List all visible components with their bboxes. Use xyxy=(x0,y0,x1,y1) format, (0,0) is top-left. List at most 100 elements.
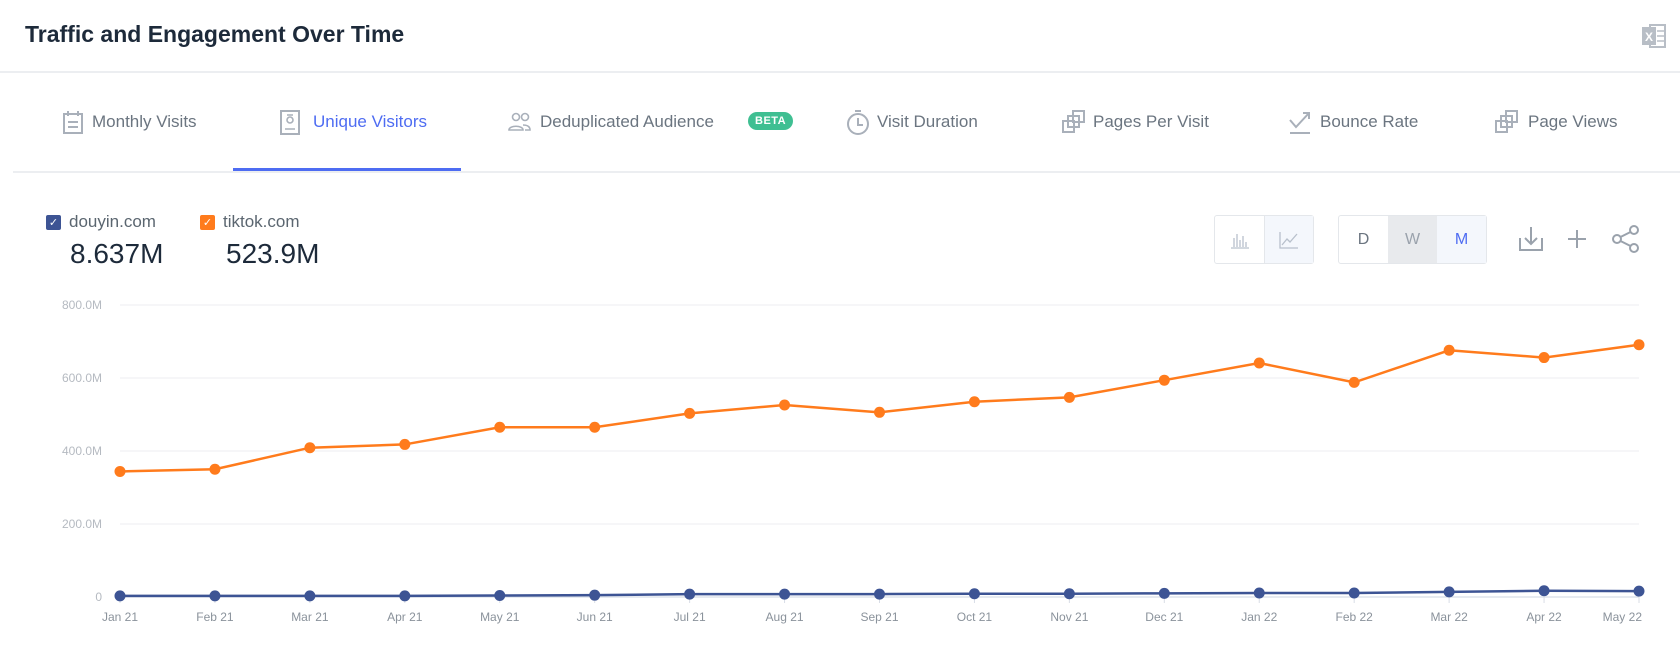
data-point[interactable] xyxy=(1633,339,1645,351)
stopwatch-icon xyxy=(847,110,869,135)
bar-chart-icon[interactable] xyxy=(1215,216,1264,263)
pages-icon xyxy=(1062,110,1085,133)
legend-douyin[interactable]: ✓ douyin.com xyxy=(46,212,156,232)
excel-icon[interactable]: X xyxy=(1640,22,1668,50)
data-point[interactable] xyxy=(589,421,601,433)
calendar-icon xyxy=(63,111,83,134)
data-point[interactable] xyxy=(1443,344,1455,356)
x-tick-label: Feb 22 xyxy=(1336,610,1374,624)
header-divider xyxy=(0,71,1680,73)
x-tick-label: Jun 21 xyxy=(577,610,613,624)
granularity-toggle: D W M xyxy=(1338,215,1487,264)
data-point[interactable] xyxy=(1633,585,1645,597)
line-chart-icon[interactable] xyxy=(1264,216,1313,263)
data-point[interactable] xyxy=(1063,588,1075,600)
x-tick-label: Apr 21 xyxy=(387,610,423,624)
data-point[interactable] xyxy=(779,399,791,411)
tab-label: Page Views xyxy=(1528,112,1618,131)
y-tick-label: 600.0M xyxy=(62,371,102,385)
data-point[interactable] xyxy=(1253,587,1265,599)
series-tiktok.com xyxy=(114,339,1645,477)
add-icon[interactable] xyxy=(1562,224,1592,254)
tab-label: Monthly Visits xyxy=(92,112,197,131)
x-tick-label: Jan 22 xyxy=(1241,610,1277,624)
share-icon[interactable] xyxy=(1611,224,1641,254)
legend-label: tiktok.com xyxy=(223,212,300,231)
data-point[interactable] xyxy=(399,590,411,602)
data-point[interactable] xyxy=(1538,585,1550,597)
data-point[interactable] xyxy=(399,438,411,450)
data-point[interactable] xyxy=(304,590,316,602)
x-tick-label: Dec 21 xyxy=(1145,610,1183,624)
y-tick-label: 400.0M xyxy=(62,444,102,458)
legend-label: douyin.com xyxy=(69,212,156,231)
data-point[interactable] xyxy=(1253,357,1265,369)
pages-icon xyxy=(1495,110,1518,133)
data-point[interactable] xyxy=(589,589,601,601)
tab-label: Unique Visitors xyxy=(313,112,428,131)
data-point[interactable] xyxy=(1158,587,1170,599)
beta-badge: BETA xyxy=(748,112,794,130)
x-tick-label: Apr 22 xyxy=(1526,610,1562,624)
tab-label: Bounce Rate xyxy=(1320,112,1419,131)
page-title: Traffic and Engagement Over Time xyxy=(25,21,405,47)
data-point[interactable] xyxy=(968,588,980,600)
series-line xyxy=(120,589,1640,598)
data-point[interactable] xyxy=(1443,586,1455,598)
data-point[interactable] xyxy=(1348,587,1360,599)
checkbox-douyin[interactable]: ✓ xyxy=(46,214,61,230)
x-tick-label: May 22 xyxy=(1603,610,1643,624)
x-tick-label: Mar 21 xyxy=(291,610,329,624)
data-point[interactable] xyxy=(494,421,506,433)
x-tick-label: May 21 xyxy=(480,610,520,624)
data-point[interactable] xyxy=(209,590,221,602)
y-tick-label: 200.0M xyxy=(62,517,102,531)
series-douyin.com xyxy=(114,585,1645,602)
tab-label: Deduplicated Audience xyxy=(540,112,714,131)
data-point[interactable] xyxy=(1538,352,1550,364)
legend-tiktok[interactable]: ✓ tiktok.com xyxy=(200,212,300,232)
data-point[interactable] xyxy=(1158,374,1170,386)
data-point[interactable] xyxy=(684,407,696,419)
data-point[interactable] xyxy=(779,588,791,600)
data-point[interactable] xyxy=(304,442,316,454)
data-point[interactable] xyxy=(209,463,221,475)
douyin-total: 8.637M xyxy=(70,238,164,269)
users-icon xyxy=(508,112,531,131)
x-tick-label: Feb 21 xyxy=(196,610,234,624)
download-icon[interactable] xyxy=(1516,224,1546,254)
data-point[interactable] xyxy=(114,465,126,477)
data-point[interactable] xyxy=(874,588,885,600)
svg-text:X: X xyxy=(1645,30,1653,44)
granularity-week[interactable]: W xyxy=(1388,216,1437,263)
data-point[interactable] xyxy=(1348,376,1360,388)
tab-label: Pages Per Visit xyxy=(1093,112,1209,131)
bounce-icon xyxy=(1289,112,1310,134)
x-tick-label: Jan 21 xyxy=(102,610,138,624)
x-tick-label: Jul 21 xyxy=(674,610,706,624)
data-point[interactable] xyxy=(684,588,696,600)
y-tick-label: 0 xyxy=(95,590,102,604)
id-badge-icon xyxy=(280,110,300,135)
y-tick-label: 800.0M xyxy=(62,298,102,312)
x-tick-label: Mar 22 xyxy=(1430,610,1468,624)
active-tab-indicator xyxy=(233,168,461,171)
granularity-day[interactable]: D xyxy=(1357,230,1370,248)
data-point[interactable] xyxy=(968,396,980,408)
data-point[interactable] xyxy=(114,590,126,602)
tab-label: Visit Duration xyxy=(877,112,978,131)
data-point[interactable] xyxy=(874,406,885,418)
granularity-month[interactable]: M xyxy=(1437,216,1486,263)
tabs-divider xyxy=(13,171,1680,173)
data-point[interactable] xyxy=(1063,391,1075,403)
x-tick-label: Sep 21 xyxy=(860,610,898,624)
data-point[interactable] xyxy=(494,590,506,602)
tiktok-total: 523.9M xyxy=(226,238,320,269)
chart-type-toggle xyxy=(1214,215,1314,264)
series-line xyxy=(119,343,1640,473)
x-tick-label: Oct 21 xyxy=(957,610,993,624)
x-tick-label: Nov 21 xyxy=(1050,610,1088,624)
x-tick-label: Aug 21 xyxy=(766,610,804,624)
checkbox-tiktok[interactable]: ✓ xyxy=(200,214,215,230)
